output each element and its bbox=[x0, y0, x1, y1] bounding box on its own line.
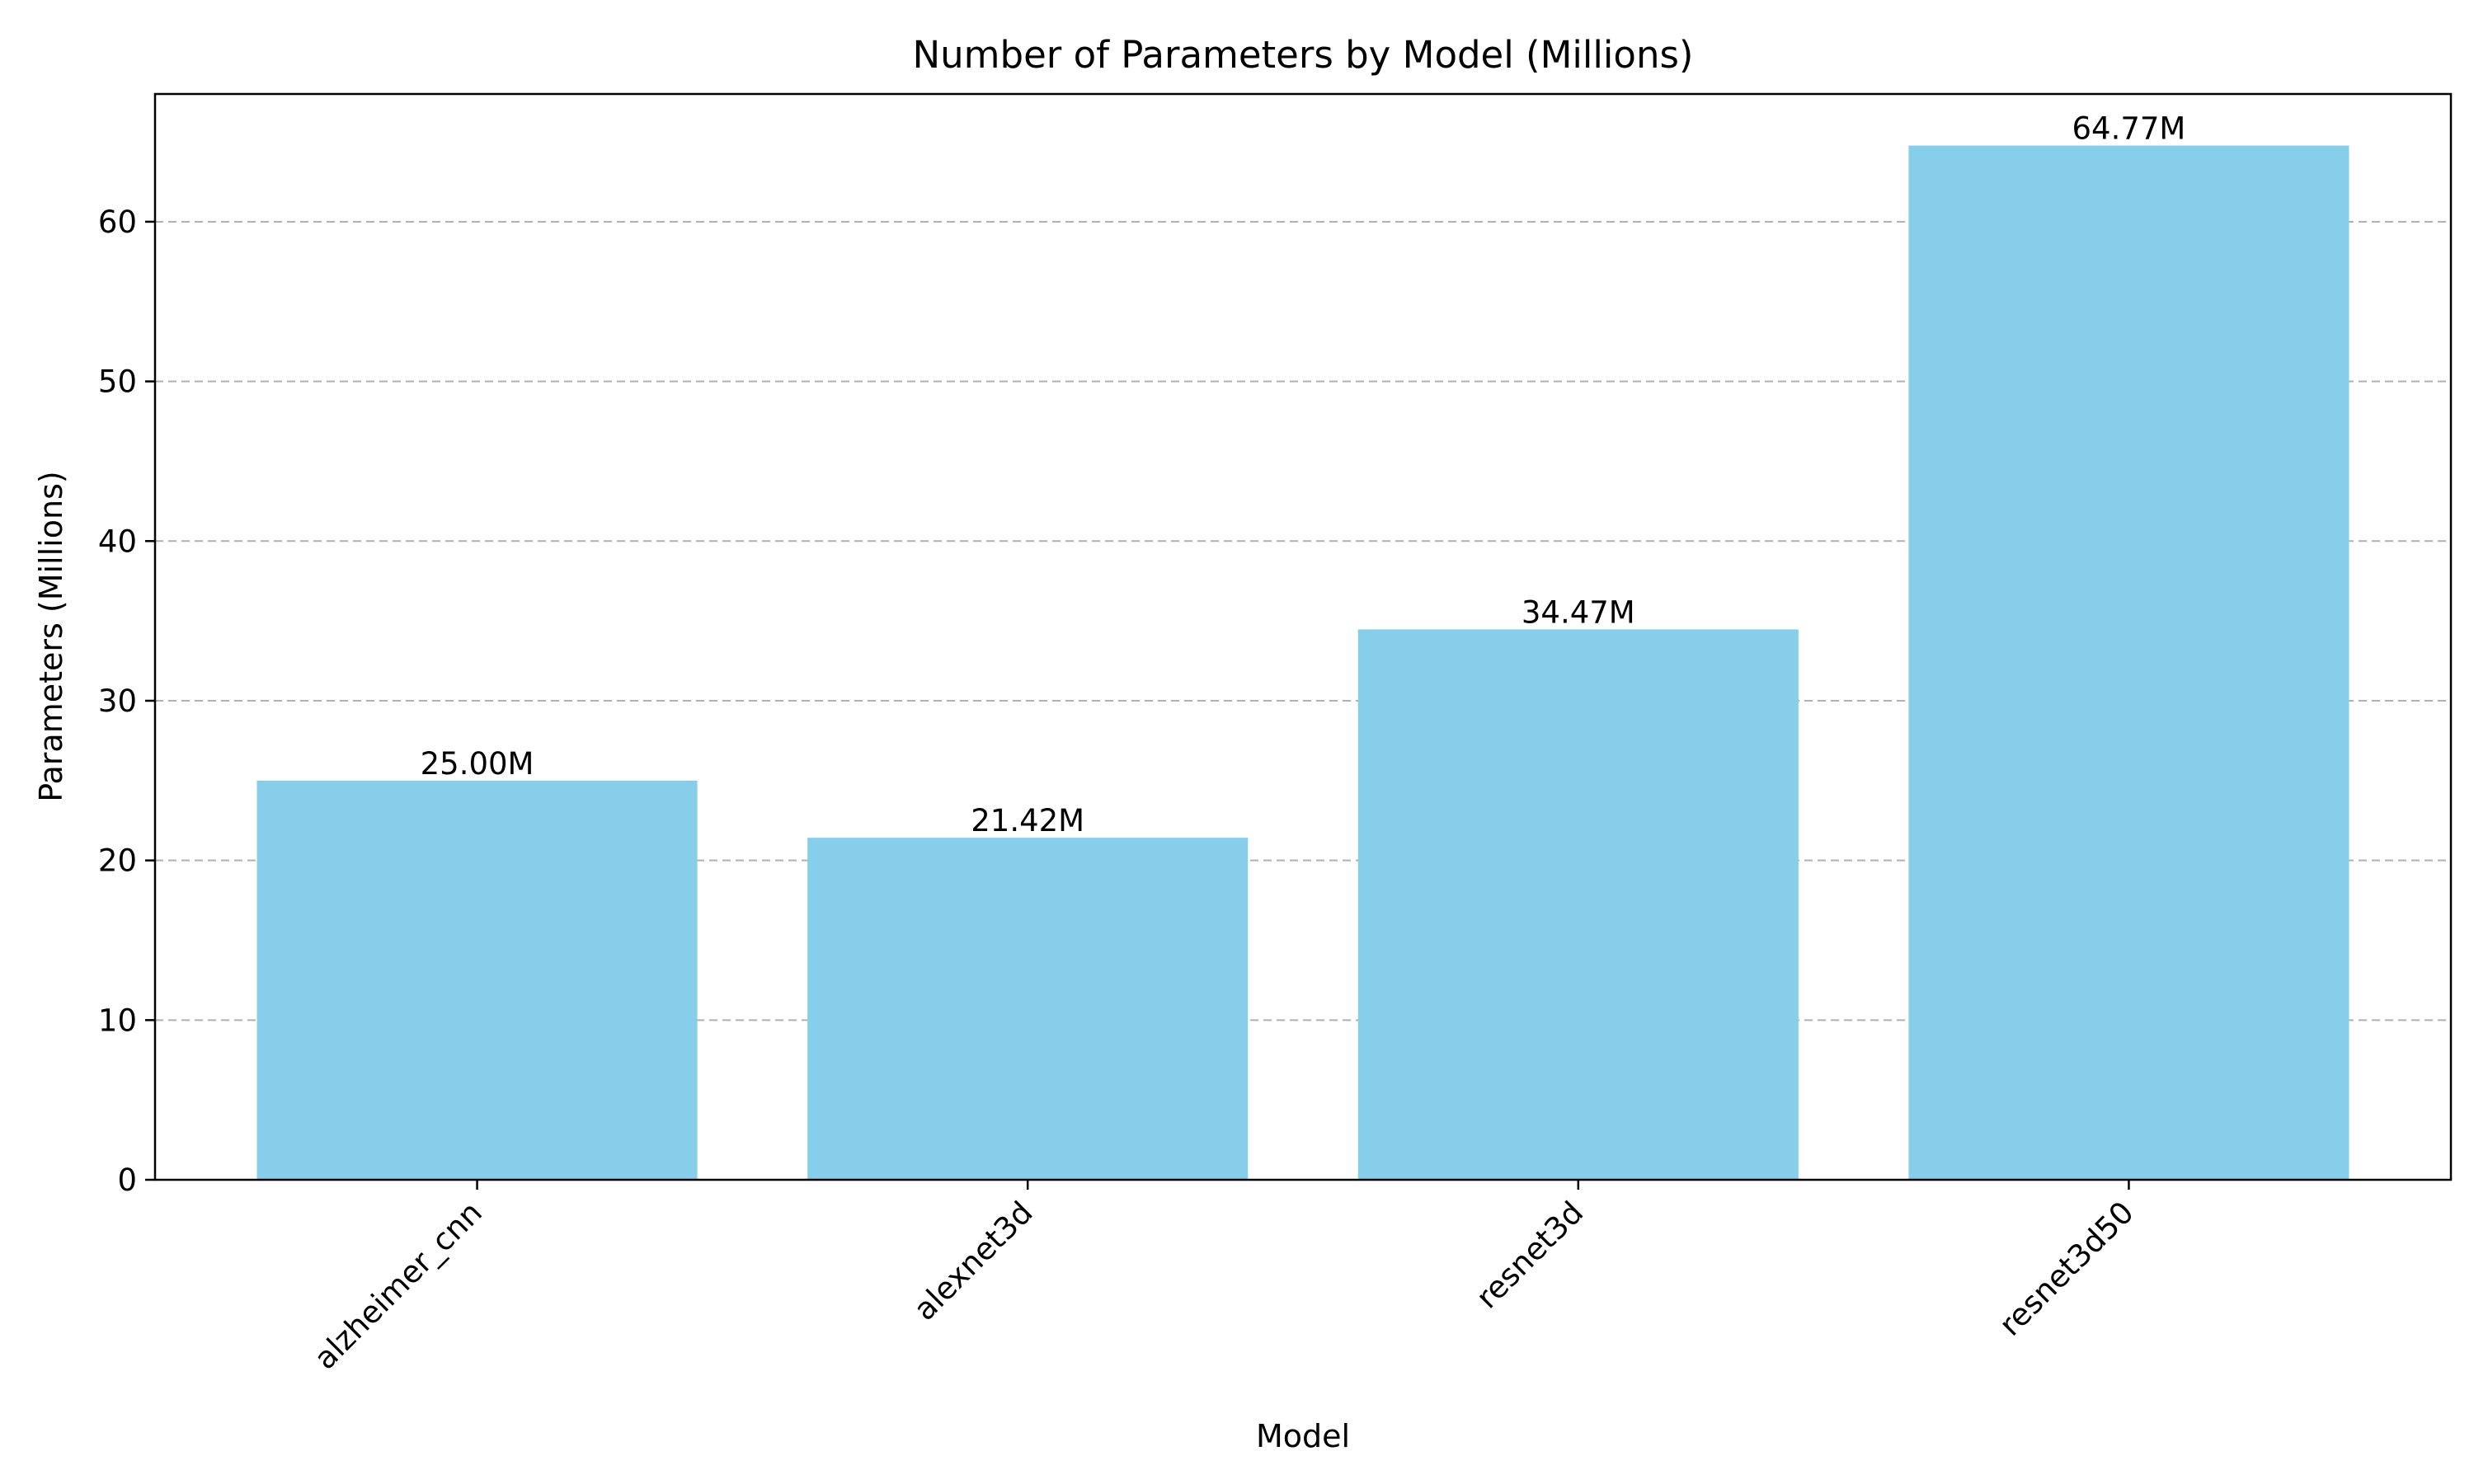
y-axis: 0 10 20 30 40 50 60 bbox=[98, 204, 155, 1198]
y-tick-label: 10 bbox=[98, 1003, 137, 1038]
y-tick-label: 20 bbox=[98, 843, 137, 879]
y-tick-label: 40 bbox=[98, 524, 137, 559]
bar-resnet3d50 bbox=[1908, 145, 2349, 1180]
plot-frame bbox=[153, 92, 2453, 1181]
y-axis-label: Parameters (Millions) bbox=[33, 471, 69, 801]
chart-title: Number of Parameters by Model (Millions) bbox=[913, 33, 1694, 77]
data-label: 25.00M bbox=[421, 746, 534, 782]
y-tick-label: 0 bbox=[117, 1162, 137, 1198]
y-tick-label: 30 bbox=[98, 683, 137, 719]
y-tick-label: 60 bbox=[98, 204, 137, 240]
data-label: 21.42M bbox=[971, 803, 1084, 838]
data-label: 64.77M bbox=[2072, 111, 2186, 147]
bar-alexnet3d bbox=[807, 838, 1249, 1180]
x-axis-label: Model bbox=[1256, 1418, 1350, 1454]
bar-layer bbox=[256, 145, 2349, 1180]
data-label: 34.47M bbox=[1522, 594, 1635, 630]
bar-resnet3d bbox=[1357, 629, 1799, 1180]
data-labels: 25.00M 21.42M 34.47M 64.77M bbox=[421, 111, 2186, 839]
y-tick-label: 50 bbox=[98, 364, 137, 400]
bar-alzheimer_cnn bbox=[256, 780, 698, 1180]
